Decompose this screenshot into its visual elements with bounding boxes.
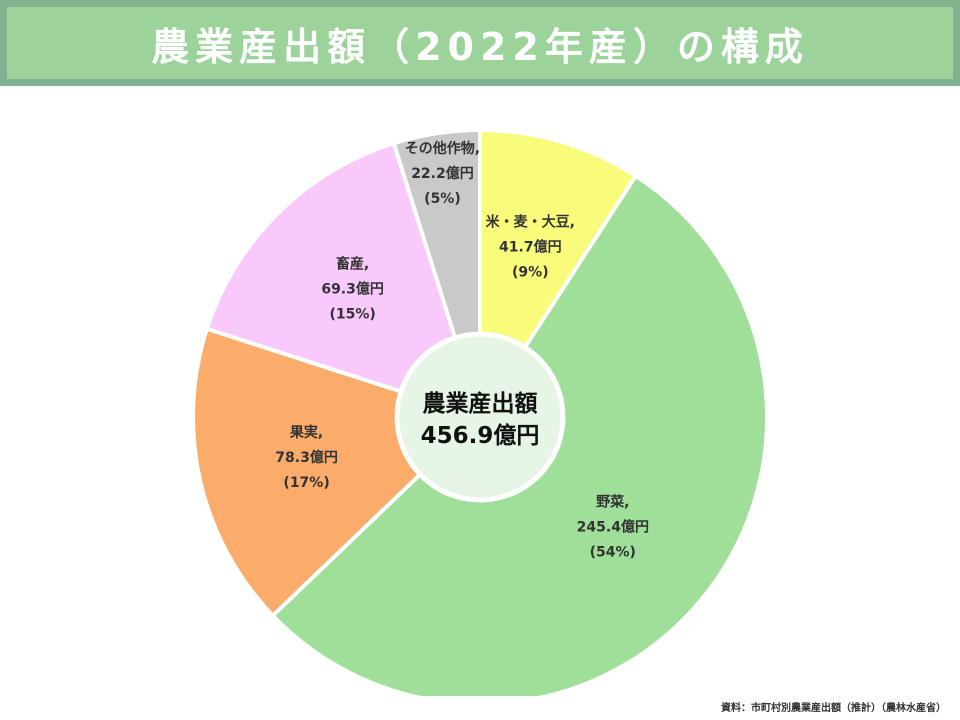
source-note: 資料：市町村別農業産出額（推計）（農林水産省） [721,703,946,714]
slice-value-1: 41.7億円 [499,238,562,255]
slice-name-2: 野菜, [596,494,629,511]
slice-percent-4: (15%) [329,307,375,323]
slice-labels: 米・麦・大豆, 41.7億円 (9%) 野菜, 245.4億円 (54%) 果実, 78.3億… [275,140,649,561]
slice-name-1: 米・麦・大豆, [486,213,575,230]
center-title: 農業産出額 [423,390,538,417]
pie-slice-4 [204,141,482,419]
center-total: 456.9億円 [421,422,540,449]
center-circle [394,331,566,503]
slice-percent-1: (9%) [512,264,549,280]
page-title: 農業産出額（2022年産）の構成 [151,24,809,69]
title-banner: 農業産出額（2022年産）の構成 [7,7,953,79]
slice-value-2: 245.4億円 [577,519,649,536]
pie-chart: 農業産出額 456.9億円 米・麦・大豆, 41.7億円 (9%) 野菜, 245.4億… [191,128,769,696]
slice-name-5: その他作物, [405,140,480,157]
slice-percent-2: (54%) [590,545,636,561]
slice-value-3: 78.3億円 [275,449,338,466]
slice-name-4: 畜産, [336,256,369,273]
slice-value-5: 22.2億円 [411,165,474,182]
slice-value-4: 69.3億円 [321,281,384,298]
slice-percent-3: (17%) [283,475,329,491]
slice-percent-5: (5%) [424,191,461,207]
slice-name-3: 果実, [289,424,323,441]
title-bar: 農業産出額（2022年産）の構成 [0,0,960,86]
